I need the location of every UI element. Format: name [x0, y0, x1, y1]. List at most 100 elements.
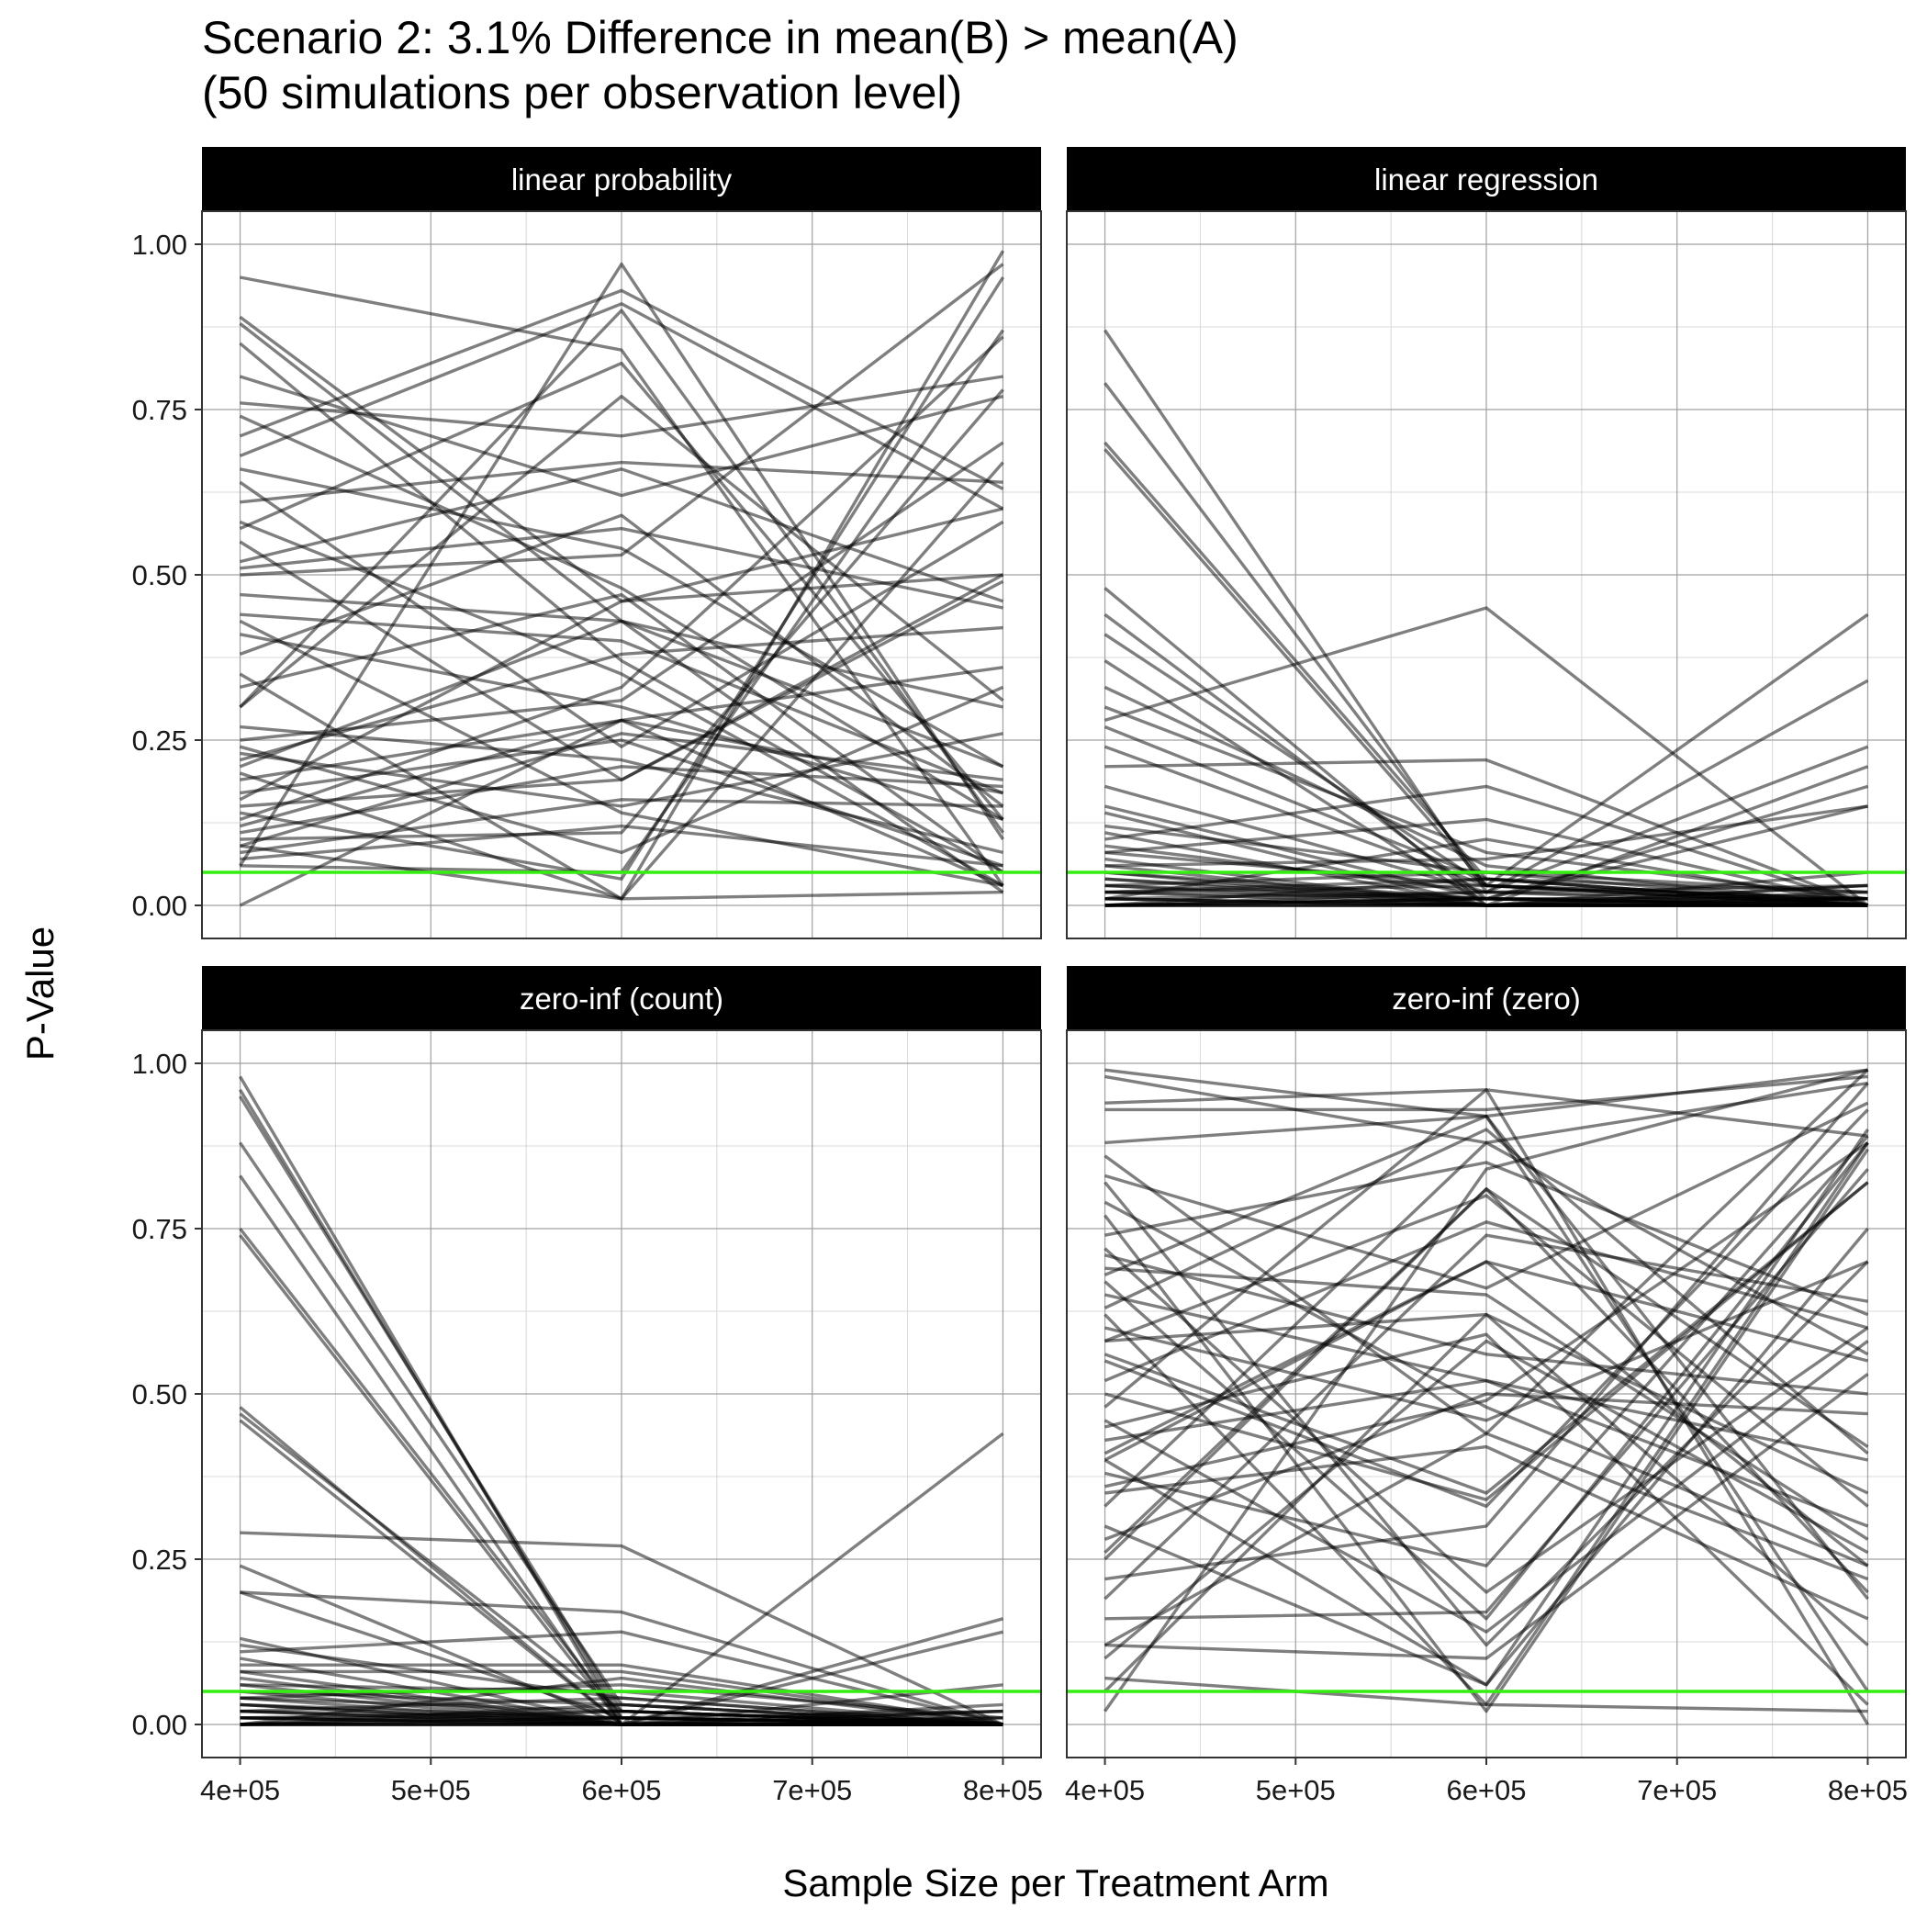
simulation-line — [1104, 804, 1868, 907]
simulation-line — [1104, 1181, 1869, 1647]
simulation-line — [240, 732, 1003, 808]
facet-panel: zero-inf (count) 0.00 0.25 0.50 0.75 1.00 4e+0… — [132, 966, 1043, 1806]
simulation-line — [239, 394, 1004, 709]
simulation-line — [1104, 606, 1869, 907]
simulation-line — [1104, 1227, 1869, 1687]
simulation-line — [1104, 1168, 1869, 1621]
simulation-line — [239, 619, 1003, 888]
facet-strip-label: linear regression — [1374, 163, 1598, 197]
panel-border — [1066, 210, 1907, 939]
facet-strip — [1067, 147, 1906, 211]
simulation-line — [1104, 1108, 1869, 1509]
x-tick-label: 4e+05 — [200, 1774, 280, 1806]
simulation-line — [1104, 1392, 1868, 1541]
simulation-line — [240, 388, 1004, 841]
panels-layer: linear probability 0.00 0.25 0.50 0.75 1.00 li… — [132, 147, 1908, 1806]
simulation-line — [240, 824, 1003, 868]
facet-panel: linear regression — [1066, 147, 1907, 939]
simulation-line — [240, 732, 1003, 848]
simulation-line — [1104, 1068, 1868, 1713]
simulation-line — [240, 526, 1003, 610]
simulation-line — [1104, 1114, 1869, 1601]
simulation-line — [1104, 1088, 1869, 1725]
simulation-line — [1104, 1181, 1869, 1501]
simulation-line — [1104, 1220, 1868, 1383]
x-tick-label: 8e+05 — [1828, 1774, 1908, 1806]
simulation-line — [1104, 1233, 1868, 1601]
simulation-line — [239, 262, 1004, 867]
simulation-line — [1104, 1313, 1868, 1713]
x-tick-label: 6e+05 — [581, 1774, 661, 1806]
simulation-line — [239, 513, 1004, 808]
simulation-line — [239, 302, 1004, 511]
simulation-line — [240, 625, 1003, 762]
simulation-line — [1104, 850, 1868, 907]
simulation-line — [240, 467, 1004, 769]
simulation-line — [1104, 1140, 1869, 1508]
y-tick-label: 0.25 — [132, 1544, 187, 1576]
simulation-line — [240, 573, 1004, 808]
x-tick-label: 8e+05 — [963, 1774, 1043, 1806]
facet-strip-label: linear probability — [511, 163, 733, 197]
simulation-line — [1104, 1148, 1869, 1713]
y-tick-label: 0.75 — [132, 394, 187, 426]
x-tick-label: 7e+05 — [1637, 1774, 1717, 1806]
simulation-line — [240, 685, 1004, 855]
simulation-line — [240, 1590, 1003, 1726]
simulation-line — [240, 1702, 1003, 1726]
simulation-line — [240, 1663, 1003, 1726]
simulation-line — [240, 1716, 1003, 1726]
simulation-line — [239, 309, 1004, 834]
simulation-line — [1104, 1181, 1869, 1495]
simulation-line — [240, 1630, 1003, 1726]
simulation-line — [1104, 1339, 1869, 1660]
y-tick-label: 0.75 — [132, 1213, 187, 1245]
simulation-line — [239, 288, 1004, 490]
simulation-line — [1104, 1187, 1869, 1555]
simulation-line — [1104, 1378, 1868, 1462]
x-tick-label: 5e+05 — [391, 1774, 471, 1806]
simulation-line — [1104, 1074, 1868, 1112]
y-axis-label: P-Value — [18, 927, 62, 1061]
simulation-line — [240, 375, 1003, 438]
simulation-line — [239, 361, 1004, 821]
y-tick-label: 0.00 — [132, 1709, 187, 1741]
simulation-line — [240, 276, 1004, 881]
simulation-line — [1104, 1140, 1869, 1488]
simulation-line — [240, 441, 1004, 742]
chart-title: Scenario 2: 3.1% Difference in mean(B) >… — [202, 12, 1238, 63]
simulation-line — [240, 844, 1003, 901]
x-axis-label: Sample Size per Treatment Arm — [782, 1861, 1328, 1904]
simulation-line — [1104, 1082, 1869, 1581]
simulation-line — [240, 467, 1004, 603]
simulation-line — [1104, 1312, 1869, 1693]
simulation-line — [239, 619, 1004, 893]
y-tick-label: 0.50 — [132, 1378, 187, 1410]
facet-panel: linear probability 0.00 0.25 0.50 0.75 1.00 — [132, 147, 1042, 939]
facet-strip — [202, 147, 1041, 211]
simulation-line — [239, 480, 1004, 748]
simulation-line — [1104, 1373, 1869, 1660]
simulation-line — [240, 633, 1003, 822]
simulation-line — [1104, 1260, 1868, 1455]
simulation-line — [1104, 1161, 1869, 1317]
simulation-line — [240, 738, 1004, 868]
y-tick-label: 0.50 — [132, 559, 187, 591]
simulation-line — [1104, 1101, 1869, 1290]
facet-strip-label: zero-inf (count) — [520, 982, 723, 1016]
chart-subtitle: (50 simulations per observation level) — [202, 67, 962, 118]
x-tick-label: 6e+05 — [1446, 1774, 1526, 1806]
simulation-line — [1104, 877, 1868, 907]
simulation-line — [240, 1531, 1004, 1726]
y-tick-label: 1.00 — [132, 1048, 187, 1080]
simulation-line — [1104, 758, 1869, 907]
facet-strip — [202, 966, 1041, 1030]
simulation-line — [1104, 1332, 1869, 1706]
simulation-line — [240, 724, 1003, 855]
simulation-line — [240, 592, 1004, 874]
facet-strip-label: zero-inf (zero) — [1392, 982, 1580, 1016]
simulation-line — [240, 1709, 1003, 1726]
simulation-line — [1104, 784, 1869, 907]
